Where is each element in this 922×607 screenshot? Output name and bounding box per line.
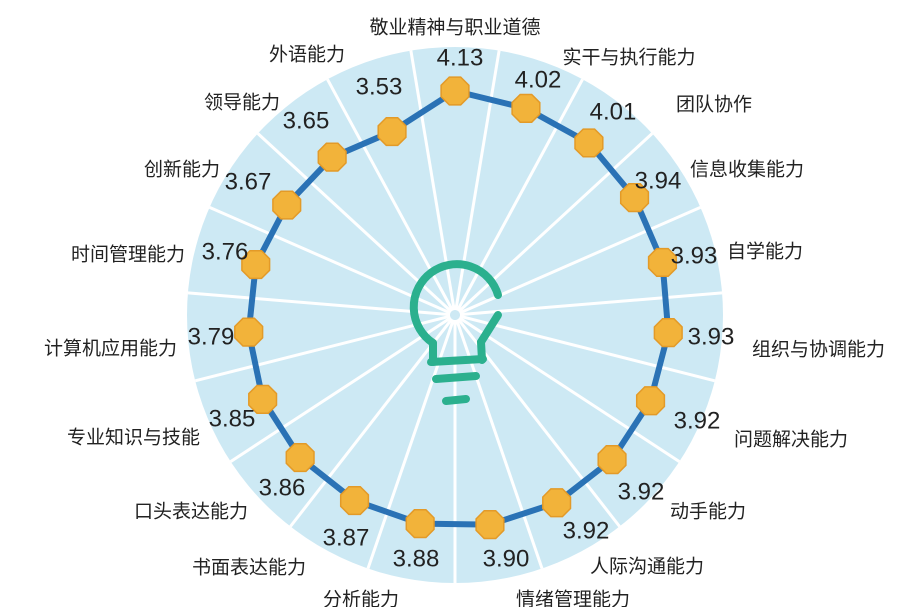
value-label: 3.86 xyxy=(259,474,306,501)
value-label: 3.65 xyxy=(283,107,330,134)
data-point xyxy=(377,116,407,147)
value-label: 3.93 xyxy=(671,242,718,269)
data-point xyxy=(241,249,271,280)
data-point xyxy=(272,190,302,220)
category-label: 专业知识与技能 xyxy=(67,427,200,449)
data-point xyxy=(440,76,470,106)
category-label: 创新能力 xyxy=(144,159,220,181)
data-point xyxy=(635,386,666,416)
category-label: 计算机应用能力 xyxy=(44,338,177,360)
data-point xyxy=(285,442,315,473)
spoke xyxy=(194,314,451,383)
data-point xyxy=(647,247,678,278)
background-disc xyxy=(187,47,723,583)
value-label: 3.93 xyxy=(688,323,735,350)
spoke xyxy=(187,291,451,317)
value-label: 3.92 xyxy=(674,407,721,434)
category-label: 情绪管理能力 xyxy=(516,589,630,607)
lightbulb-icon xyxy=(409,260,502,405)
data-point xyxy=(475,509,505,540)
category-label: 组织与协调能力 xyxy=(752,339,885,361)
category-label: 动手能力 xyxy=(670,501,746,523)
data-point xyxy=(248,384,278,414)
value-label: 3.85 xyxy=(209,405,256,432)
category-label: 人际沟通能力 xyxy=(590,556,704,578)
spokes xyxy=(187,50,723,583)
data-point xyxy=(317,142,347,172)
category-label: 时间管理能力 xyxy=(71,244,185,266)
category-label: 问题解决能力 xyxy=(734,429,848,451)
category-label: 外语能力 xyxy=(269,44,345,66)
value-label: 4.02 xyxy=(515,66,562,93)
spoke xyxy=(458,316,681,463)
value-labels: 4.13 4.02 4.01 3.94 3.93 3.93 3.92 3.92 3.92 3.90… xyxy=(188,44,735,572)
category-label: 口头表达能力 xyxy=(134,501,248,523)
spoke xyxy=(289,318,454,528)
data-point xyxy=(619,183,650,213)
spoke xyxy=(229,316,452,463)
data-point xyxy=(542,488,572,518)
value-label: 3.90 xyxy=(483,545,530,572)
value-label: 3.76 xyxy=(202,238,249,265)
category-labels: 敬业精神与职业道德实干与执行能力团队协作信息收集能力自学能力组织与协调能力问题解… xyxy=(44,17,885,607)
category-label: 分析能力 xyxy=(323,589,399,607)
value-label: 3.92 xyxy=(563,517,610,544)
value-label: 3.67 xyxy=(225,168,272,195)
value-label: 3.79 xyxy=(188,323,235,350)
value-label: 3.88 xyxy=(393,545,440,572)
data-point xyxy=(405,509,435,539)
data-point xyxy=(597,444,627,475)
data-point xyxy=(511,93,541,123)
category-label: 自学能力 xyxy=(727,241,803,263)
data-markers xyxy=(234,76,683,540)
spoke xyxy=(459,314,716,383)
category-label: 团队协作 xyxy=(676,94,752,116)
value-label: 4.01 xyxy=(590,98,637,125)
data-point xyxy=(234,317,264,347)
spoke xyxy=(459,291,723,317)
category-label: 实干与执行能力 xyxy=(562,47,695,69)
category-label: 信息收集能力 xyxy=(690,159,804,181)
value-label: 3.87 xyxy=(323,524,370,551)
category-label: 领导能力 xyxy=(204,92,280,114)
data-point xyxy=(339,485,370,516)
value-label: 3.53 xyxy=(356,73,403,100)
value-label: 3.92 xyxy=(618,478,665,505)
spoke xyxy=(208,205,452,315)
data-point xyxy=(574,128,604,158)
value-label: 4.13 xyxy=(437,44,484,71)
value-label: 3.94 xyxy=(635,167,682,194)
category-label: 敬业精神与职业道德 xyxy=(369,17,540,39)
category-label: 书面表达能力 xyxy=(192,557,306,579)
data-point xyxy=(653,318,683,348)
